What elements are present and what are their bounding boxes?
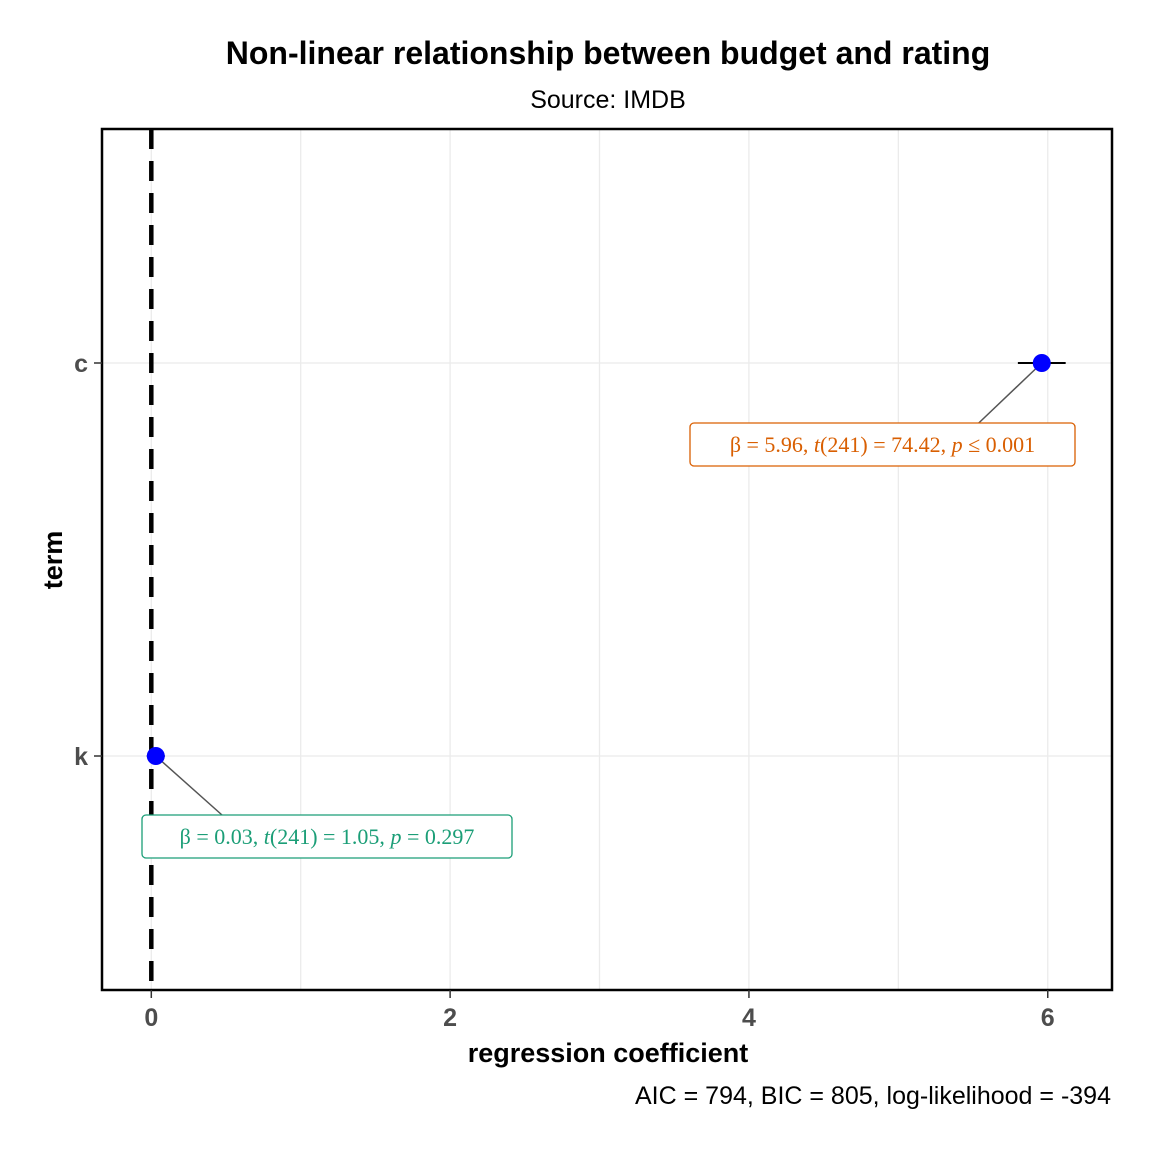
error-bars — [146, 362, 1066, 757]
coefficient-label: β = 5.96, t(241) = 74.42, p ≤ 0.001 — [730, 432, 1035, 457]
label-box — [689, 422, 1076, 467]
x-tick-label: 4 — [742, 1004, 756, 1032]
coefficient-label: β = 0.03, t(241) = 1.05, p = 0.297 — [180, 824, 475, 849]
label-connector — [155, 755, 223, 816]
coefficient-labels: β = 5.96, t(241) = 74.42, p ≤ 0.001 β = 0… — [141, 422, 1076, 859]
x-tick-label: 6 — [1041, 1004, 1055, 1032]
label-connector — [978, 362, 1043, 424]
label-box — [141, 814, 513, 859]
y-axis-title: term — [38, 531, 68, 590]
x-tick-label: 2 — [443, 1004, 457, 1032]
label-connectors — [155, 362, 1043, 816]
plot-panel-border — [100, 127, 1114, 992]
chart-title: Non-linear relationship between budget a… — [226, 35, 991, 71]
x-tick-label: 0 — [144, 1004, 158, 1032]
model-fit-caption: AIC = 794, BIC = 805, log-likelihood = -… — [635, 1082, 1111, 1110]
x-axis-title: regression coefficient — [468, 1038, 749, 1068]
y-tick-label: k — [74, 743, 88, 771]
x-axis-ticks: 0 2 4 6 — [144, 990, 1055, 1032]
data-points — [146, 354, 1051, 765]
y-axis-ticks: ck — [74, 350, 102, 771]
coefficient-point — [1032, 354, 1051, 372]
coefficient-point — [146, 747, 165, 765]
chart-subtitle: Source: IMDB — [530, 86, 686, 114]
y-tick-label: c — [74, 350, 88, 378]
grid-lines — [102, 129, 1112, 990]
